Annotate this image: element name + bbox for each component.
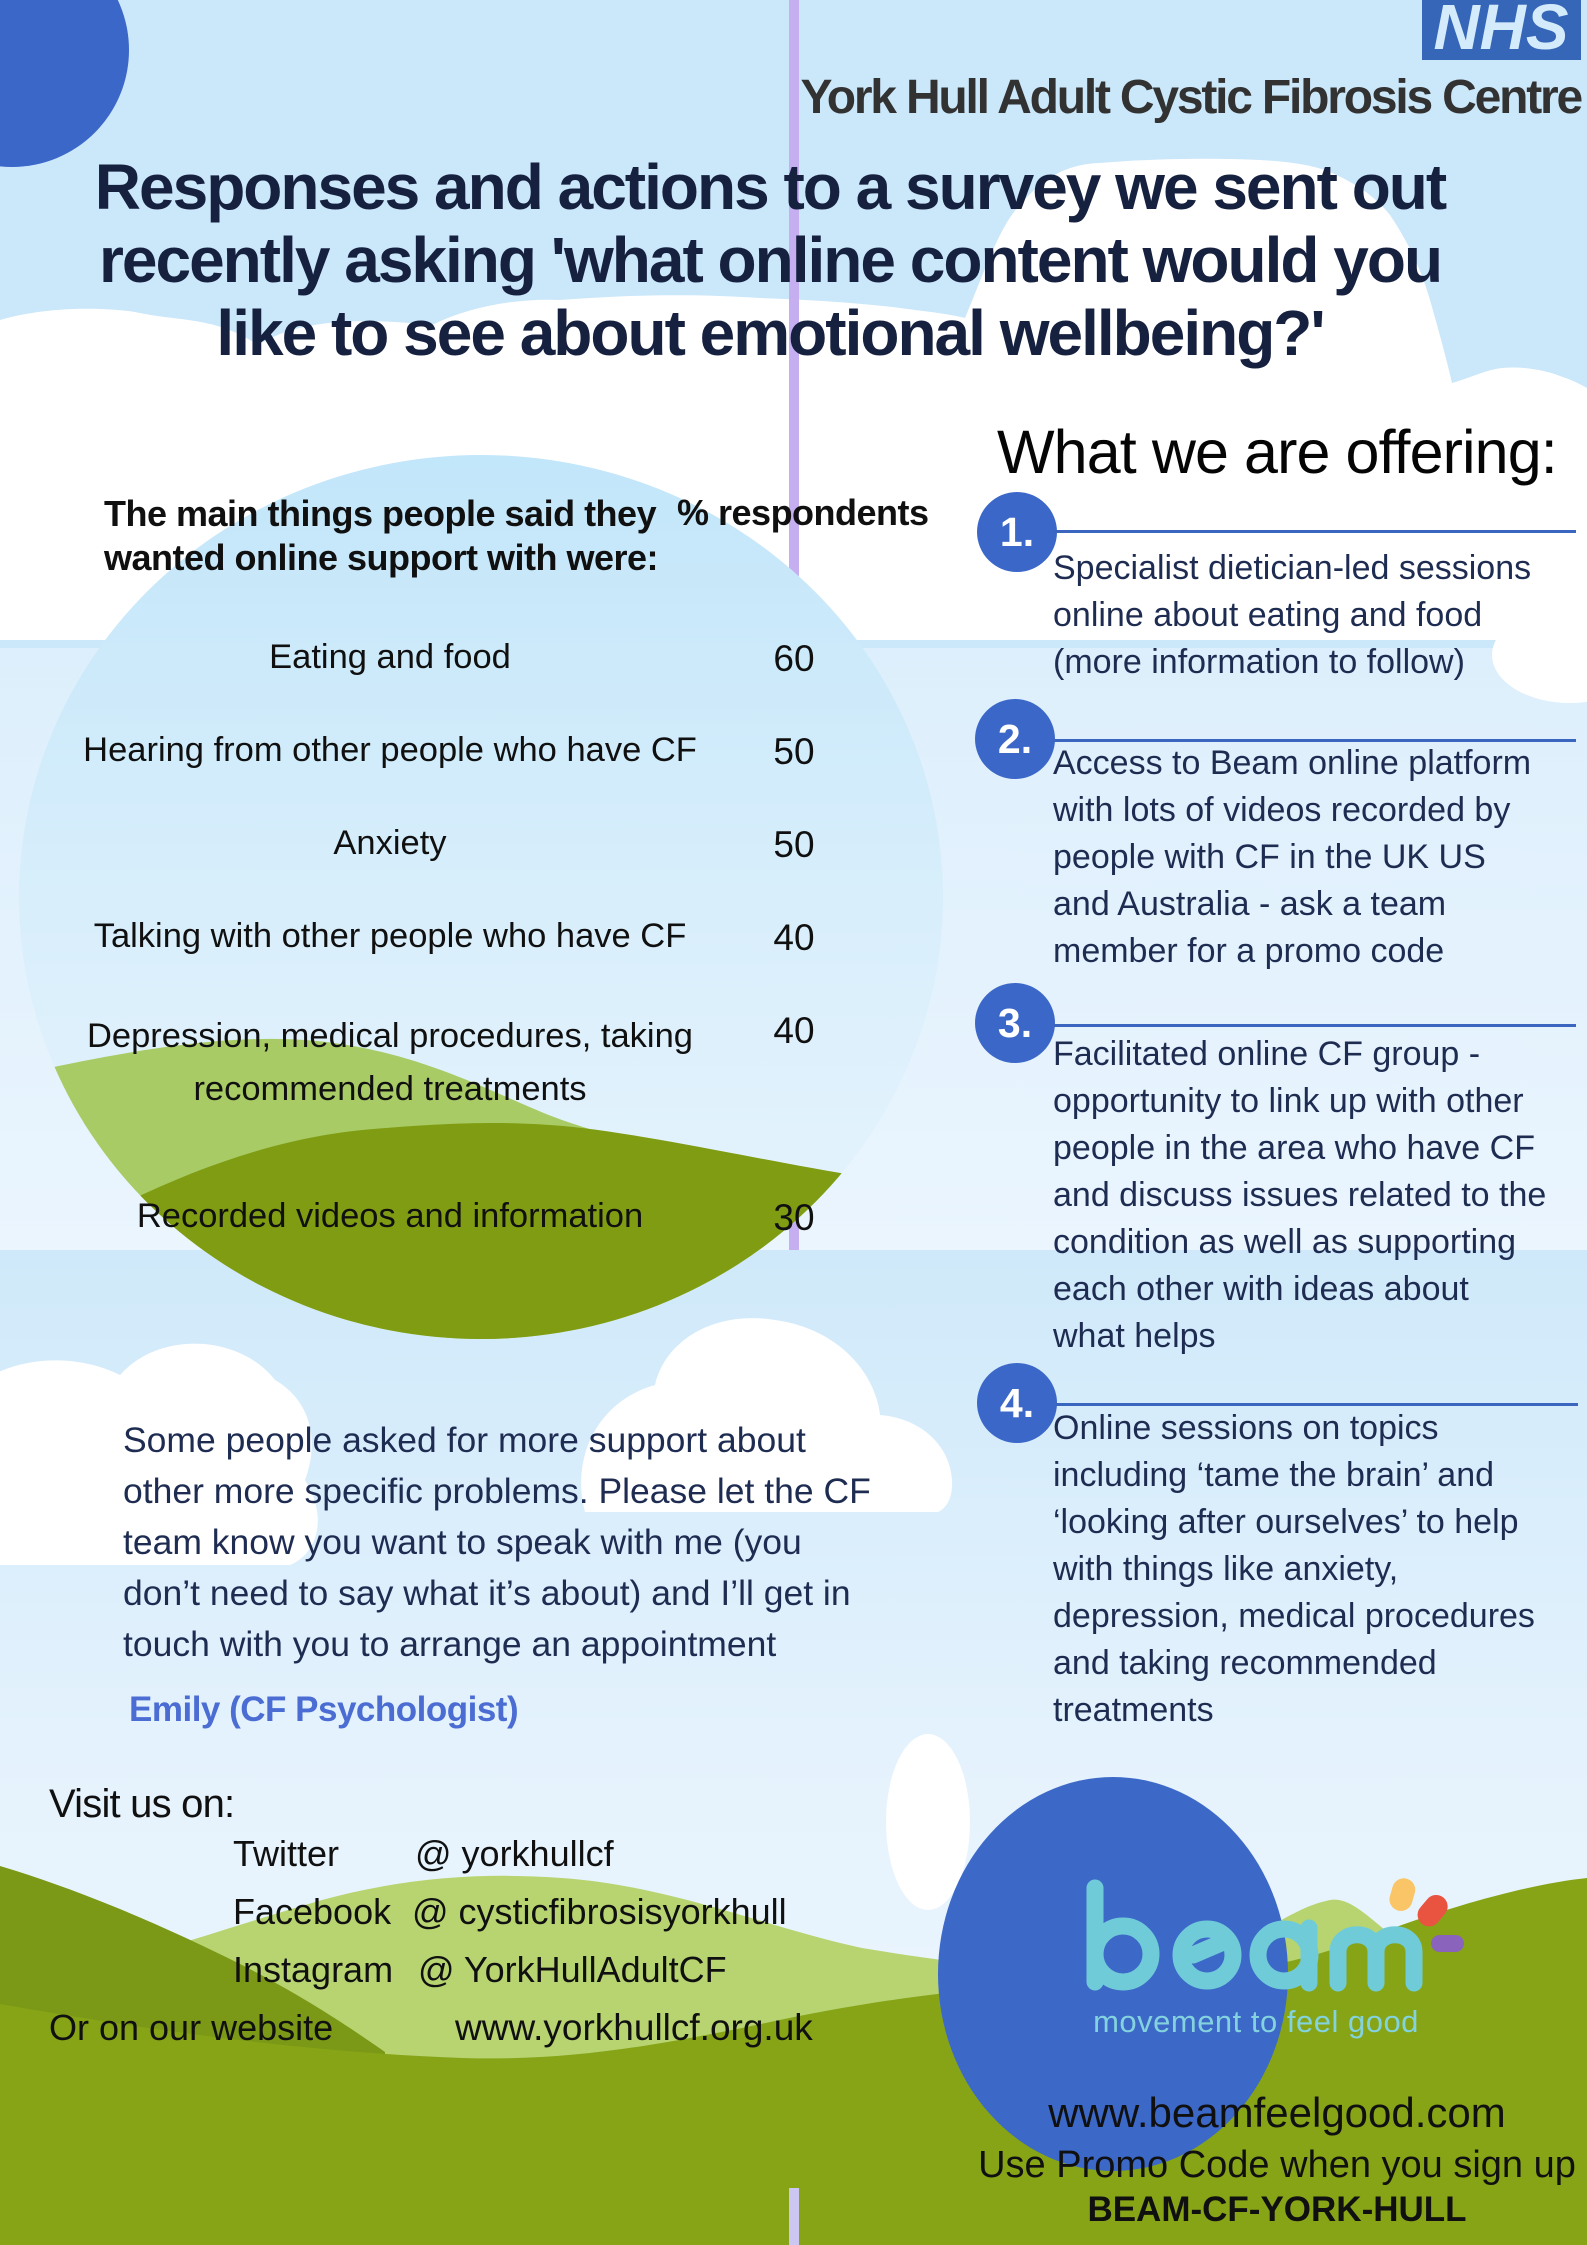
svg-text:NHS: NHS xyxy=(1433,0,1568,63)
